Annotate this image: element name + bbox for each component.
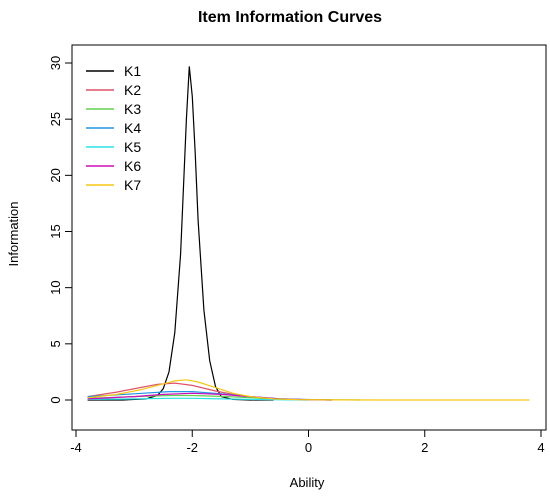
legend-label-k6: K6 bbox=[124, 158, 141, 174]
x-tick-label: 4 bbox=[537, 440, 544, 455]
y-tick-label: 25 bbox=[48, 112, 63, 126]
x-tick-label: 2 bbox=[421, 440, 428, 455]
series-line-k1 bbox=[87, 66, 274, 401]
legend: K1 K2 K3 K4 K5 K6 K7 bbox=[86, 63, 141, 193]
y-tick-label: 15 bbox=[48, 224, 63, 238]
series-line-k5 bbox=[87, 397, 309, 401]
legend-label-k3: K3 bbox=[124, 101, 141, 117]
x-tick-label: -2 bbox=[186, 440, 198, 455]
legend-label-k7: K7 bbox=[124, 177, 141, 193]
y-tick-label: 30 bbox=[48, 56, 63, 70]
y-tick-label: 20 bbox=[48, 168, 63, 182]
x-axis-label: Ability bbox=[290, 475, 325, 490]
plot-frame bbox=[71, 44, 547, 431]
x-tick-label: 0 bbox=[305, 440, 312, 455]
series-layer bbox=[87, 66, 530, 401]
x-tick-label: -4 bbox=[70, 440, 82, 455]
legend-label-k1: K1 bbox=[124, 63, 141, 79]
legend-label-k5: K5 bbox=[124, 139, 141, 155]
y-tick-label: 5 bbox=[48, 340, 63, 347]
y-tick-label: 10 bbox=[48, 280, 63, 294]
legend-label-k4: K4 bbox=[124, 120, 141, 136]
axis-layer: -4 -2 0 2 4 0 5 10 15 20 25 30 bbox=[48, 56, 545, 455]
series-line-k7 bbox=[87, 379, 530, 401]
chart-title: Item Information Curves bbox=[198, 9, 382, 26]
y-axis-label: Information bbox=[6, 201, 21, 266]
y-tick-label: 0 bbox=[48, 396, 63, 403]
legend-label-k2: K2 bbox=[124, 82, 141, 98]
